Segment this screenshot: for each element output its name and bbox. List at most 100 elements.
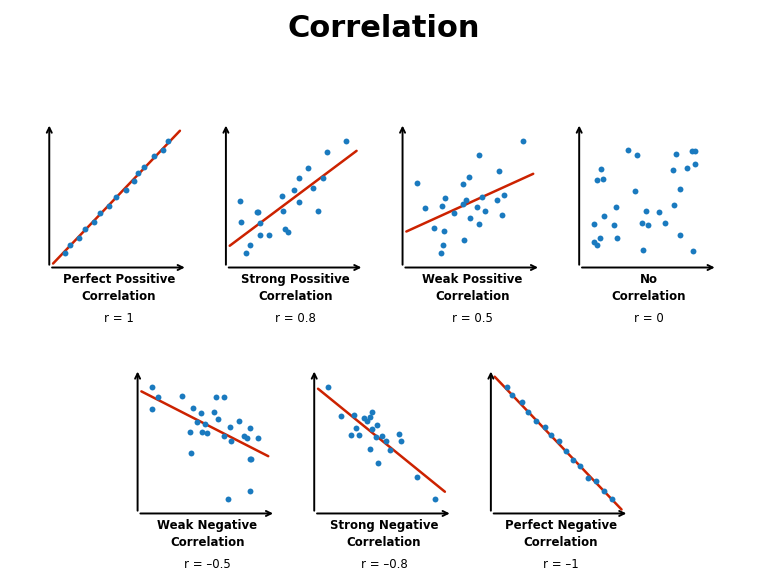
Text: Strong Possitive
Correlation: Strong Possitive Correlation [241,273,350,303]
Point [598,174,610,184]
Point [530,416,542,426]
Point [689,159,701,168]
Point [395,436,407,446]
Text: Correlation: Correlation [288,14,480,43]
Text: Strong Negative
Correlation: Strong Negative Correlation [329,519,439,549]
Text: r = 0.5: r = 0.5 [452,312,493,325]
Point [58,248,71,257]
Point [146,404,158,414]
Point [366,424,379,434]
Point [471,202,483,211]
Point [302,164,314,173]
Point [674,231,687,240]
Point [322,383,334,392]
Text: Weak Negative
Correlation: Weak Negative Correlation [157,519,257,549]
Point [606,494,618,503]
Point [190,418,203,427]
Point [217,392,230,401]
Point [522,407,535,416]
Point [595,165,607,174]
Point [212,414,224,423]
Point [234,217,247,227]
Point [496,210,508,220]
Point [689,146,701,156]
Point [348,411,360,420]
Point [233,416,245,426]
Point [640,206,652,216]
Point [670,149,683,158]
Point [410,178,422,188]
Point [491,195,503,204]
Text: Perfect Possitive
Correlation: Perfect Possitive Correlation [63,273,175,303]
Point [218,431,230,440]
Point [567,456,579,465]
Point [282,228,294,237]
Text: No
Correlation: No Correlation [611,273,687,303]
Point [411,472,423,482]
Point [372,459,384,468]
Point [492,166,505,176]
Point [380,437,392,446]
Point [364,444,376,453]
Point [653,207,665,216]
Point [438,226,450,235]
Point [591,175,604,184]
Point [437,240,449,249]
Point [110,192,122,201]
Point [552,437,564,446]
Point [607,220,620,229]
Point [317,173,329,182]
Point [88,217,101,227]
Point [128,176,141,185]
Point [594,233,606,243]
Point [145,383,157,392]
Point [350,423,362,432]
Point [611,233,623,243]
Point [148,151,161,160]
Point [94,208,106,217]
Point [361,416,373,426]
Point [498,190,510,199]
Point [588,237,600,247]
Point [545,431,557,440]
Text: r = 1: r = 1 [104,312,134,325]
Point [449,208,461,217]
Point [79,225,91,234]
Point [288,185,300,194]
Text: Weak Possitive
Correlation: Weak Possitive Correlation [422,273,522,303]
Point [429,494,441,503]
Point [473,150,485,160]
Point [590,476,602,485]
Point [598,486,610,495]
Text: r = 0: r = 0 [634,312,664,325]
Point [345,431,357,440]
Point [185,448,197,458]
Point [138,162,151,171]
Point [459,196,472,205]
Point [279,224,291,233]
Point [244,486,257,495]
Point [687,247,699,256]
Point [225,437,237,446]
Point [199,420,211,429]
Point [473,220,485,229]
Point [184,428,197,437]
Point [476,192,488,201]
Point [574,462,587,471]
Point [252,208,264,217]
Point [364,412,376,422]
Point [622,145,634,154]
Point [439,193,452,202]
Point [457,200,469,209]
Point [369,432,382,442]
Point [238,431,250,440]
Point [353,431,365,440]
Point [560,446,572,455]
Point [103,201,115,210]
Point [588,220,601,229]
Point [376,431,389,440]
Point [157,145,169,154]
Point [456,179,468,188]
Point [359,413,371,422]
Text: r = –0.5: r = –0.5 [184,558,230,571]
